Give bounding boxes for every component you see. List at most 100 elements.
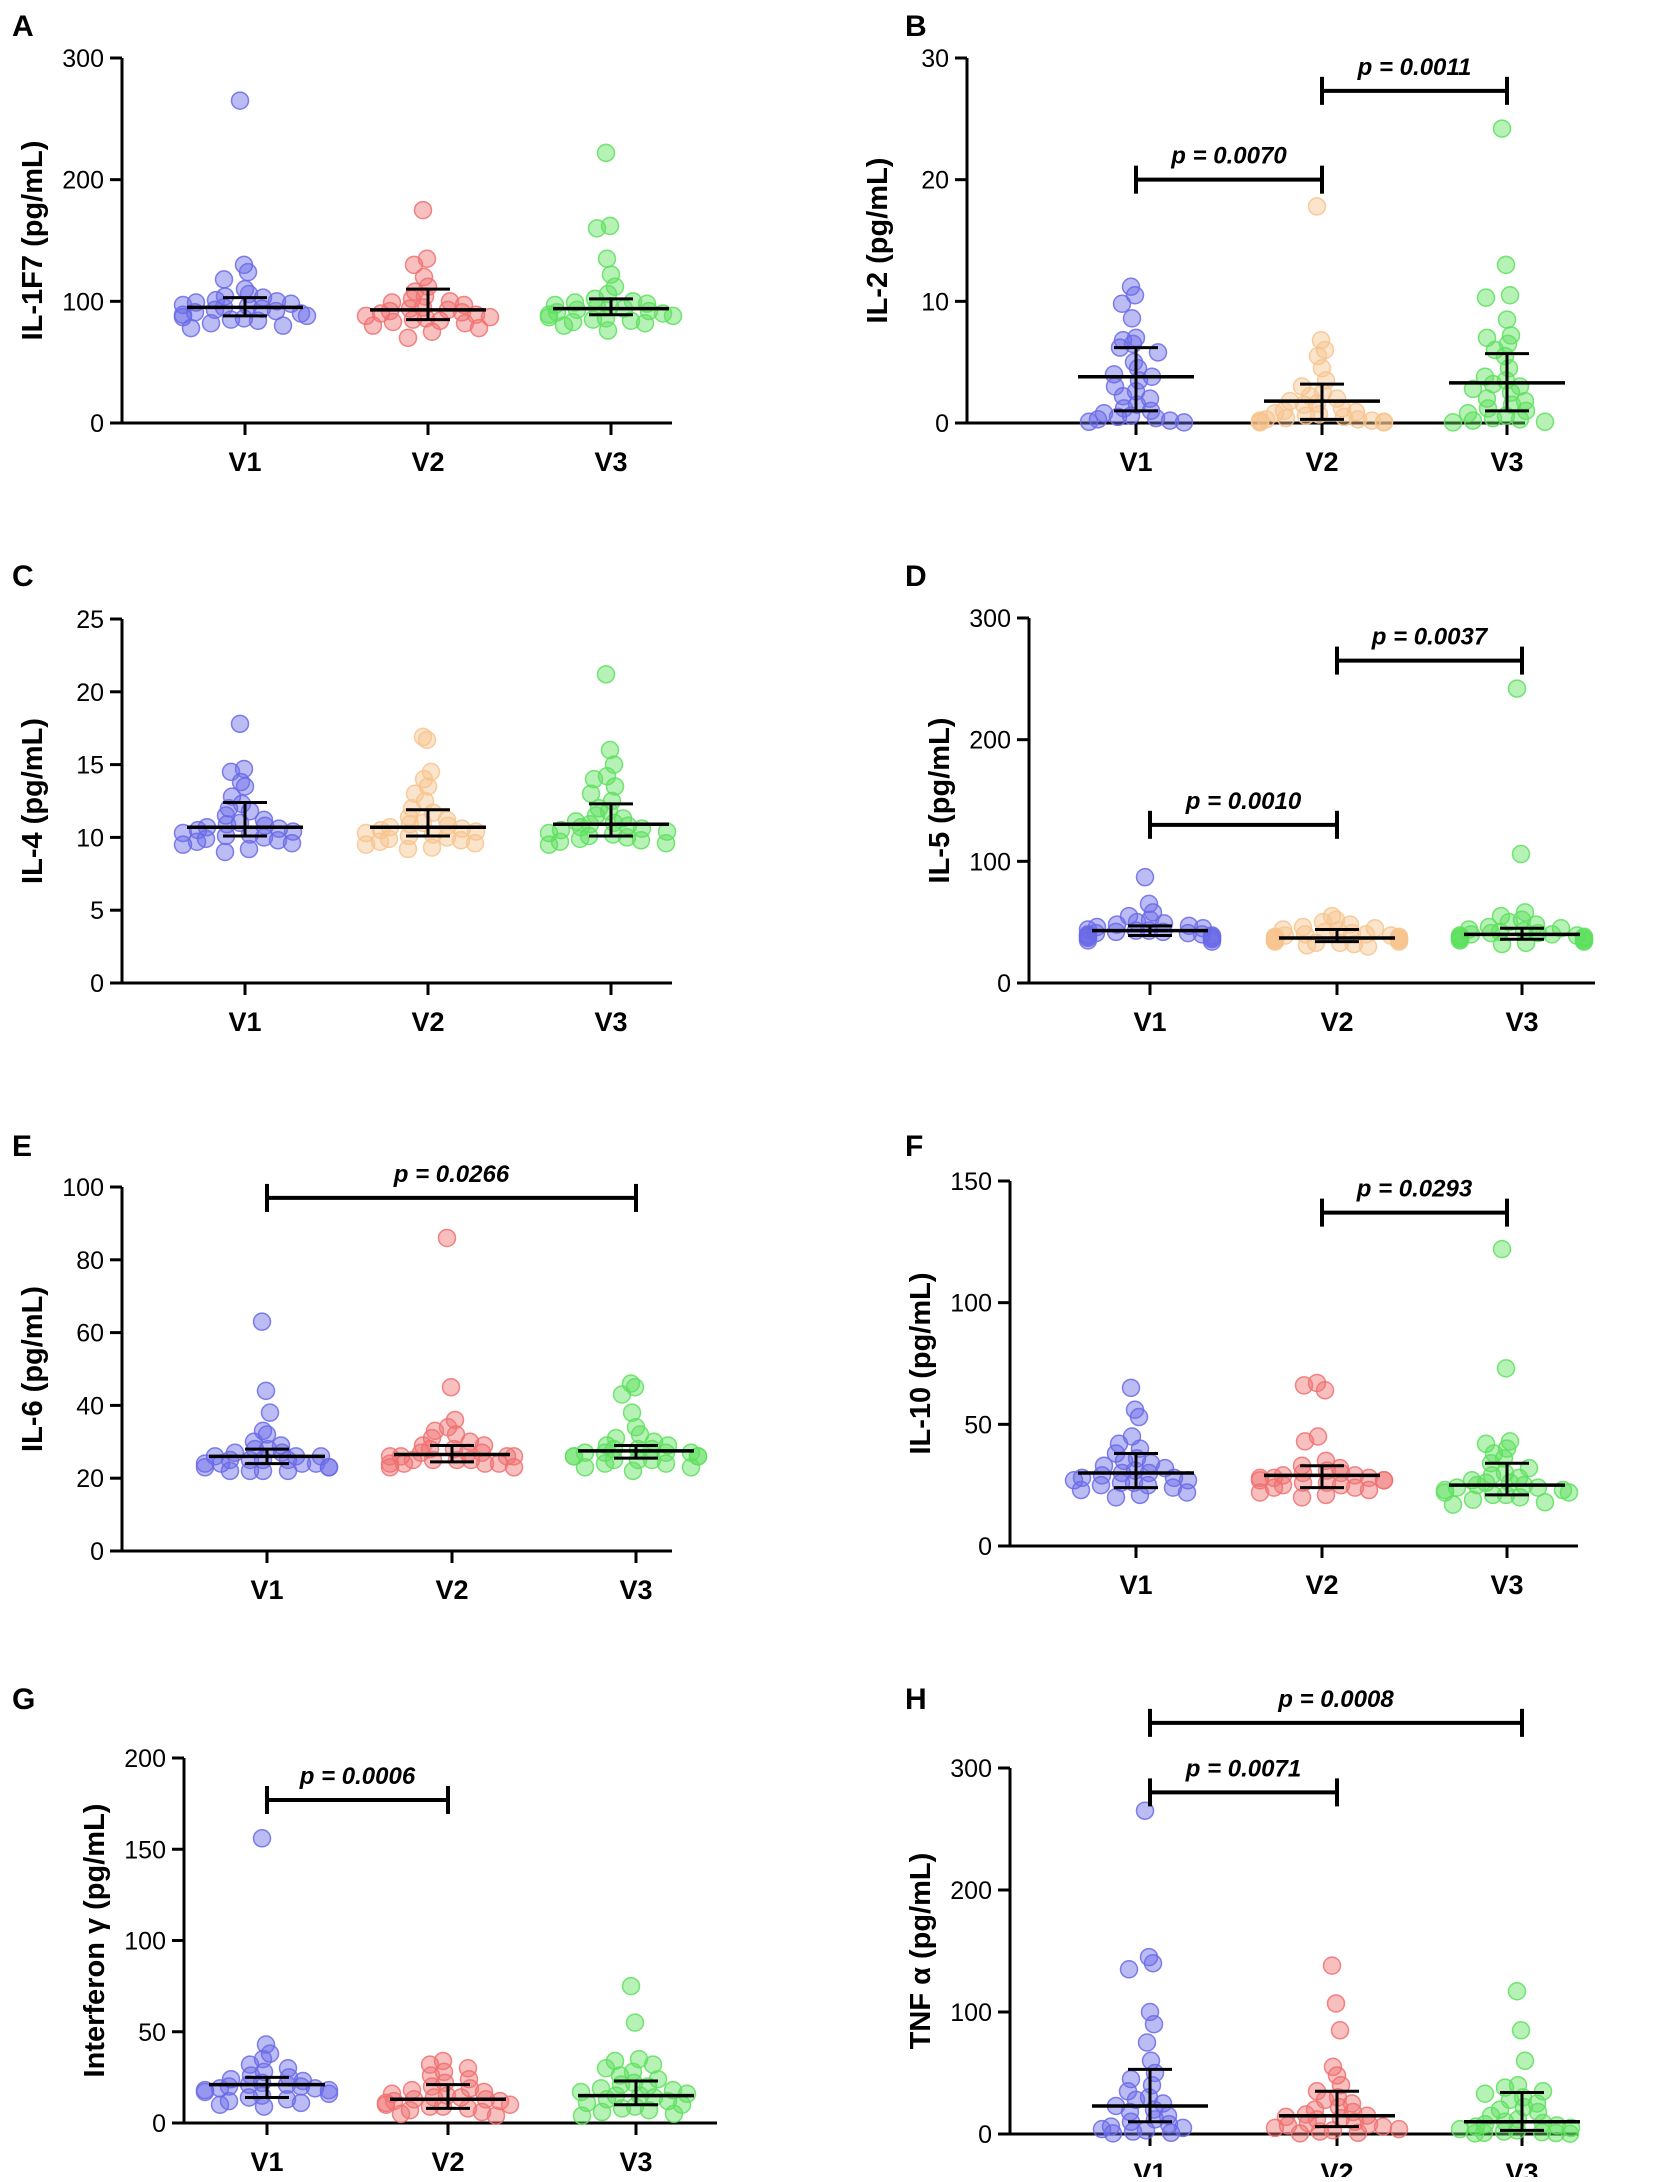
data-point <box>539 307 559 327</box>
y-axis-label: IL-10 (pg/mL) <box>905 1272 937 1454</box>
x-tick-label: V1 <box>1133 2158 1166 2177</box>
data-point <box>1293 917 1313 937</box>
data-point <box>1315 340 1335 360</box>
data-point <box>677 2084 697 2104</box>
data-point <box>1532 2122 1552 2142</box>
data-point <box>363 316 383 335</box>
panel-letter: F <box>905 1130 923 1163</box>
data-point <box>239 839 259 859</box>
data-point <box>612 1385 632 1404</box>
data-point <box>664 2104 684 2124</box>
data-point <box>398 839 418 859</box>
data-point <box>1315 1381 1335 1400</box>
y-tick-label: 5 <box>90 897 104 925</box>
data-point <box>398 328 418 348</box>
data-point <box>486 2106 506 2125</box>
panel-h: H 0 100 200 300 V1 V2 V3 TNF α (pg/mL) p = 0.0071… <box>905 1683 1581 2182</box>
data-point <box>539 835 559 854</box>
data-point <box>1071 1480 1091 1500</box>
data-point <box>656 833 676 853</box>
data-point <box>1092 1466 1112 1485</box>
data-point <box>1358 937 1378 956</box>
data-point <box>1143 1953 1163 1973</box>
x-tick-label: V1 <box>1133 1007 1166 1037</box>
y-tick-label: 100 <box>62 288 104 316</box>
data-point <box>1078 931 1098 950</box>
data-point <box>405 784 425 803</box>
data-point <box>1135 867 1155 887</box>
data-point <box>235 777 255 796</box>
data-point <box>1496 255 1516 275</box>
data-point <box>635 313 655 333</box>
data-point <box>1121 277 1141 296</box>
data-point <box>550 832 570 852</box>
data-point <box>252 1829 272 1848</box>
x-tick-label: V3 <box>619 2147 652 2177</box>
data-point <box>489 1454 509 1473</box>
data-point <box>1507 679 1527 698</box>
data-point <box>391 2104 411 2124</box>
data-point <box>622 1403 642 1422</box>
data-point <box>1560 2124 1580 2144</box>
data-point <box>221 310 241 329</box>
data-point <box>1511 2021 1531 2040</box>
data-point <box>1296 406 1316 425</box>
data-point <box>1465 2124 1485 2143</box>
data-point <box>187 832 207 852</box>
y-axis-label: IL-2 (pg/mL) <box>862 158 894 324</box>
y-tick-label: 50 <box>138 2019 166 2047</box>
x-tick-label: V1 <box>228 447 261 477</box>
y-tick-label: 150 <box>124 1836 166 1864</box>
y-tick-label: 0 <box>90 1538 104 1566</box>
data-point <box>1344 934 1364 954</box>
y-tick-label: 20 <box>76 1465 104 1493</box>
data-point <box>584 769 604 789</box>
p-value-label: p = 0.0071 <box>1185 1755 1301 1782</box>
x-tick-label: V3 <box>1490 447 1523 477</box>
data-point <box>1160 411 1180 430</box>
data-point <box>1463 1490 1483 1510</box>
data-point <box>605 777 625 796</box>
data-point <box>1122 309 1142 328</box>
data-point <box>1510 1488 1530 1507</box>
y-tick-label: 20 <box>921 167 949 195</box>
data-point <box>1294 1376 1314 1395</box>
y-tick-label: 30 <box>921 45 949 73</box>
data-point <box>581 784 601 803</box>
data-point <box>356 306 376 326</box>
data-point <box>319 1458 339 1477</box>
data-point <box>1174 413 1194 432</box>
data-point <box>215 842 235 862</box>
y-tick-label: 0 <box>978 1533 992 1561</box>
x-tick-label: V2 <box>1320 2158 1353 2177</box>
panel-b: B 0 10 20 30 V1 V2 V3 IL-2 (pg/mL) p = 0.0070 p = … <box>862 10 1565 477</box>
data-point <box>222 787 242 806</box>
data-point <box>441 1377 461 1397</box>
data-point <box>572 2106 592 2125</box>
data-point <box>592 2102 612 2122</box>
y-tick-label: 50 <box>964 1411 992 1439</box>
data-point <box>1064 1471 1084 1490</box>
data-point <box>282 833 302 853</box>
data-point <box>1250 413 1270 432</box>
data-point <box>254 2097 274 2116</box>
data-point <box>1528 1478 1548 1497</box>
panel-letter: G <box>12 1683 35 1716</box>
data-point <box>1345 1478 1365 1497</box>
data-point <box>1092 2119 1112 2139</box>
data-point <box>625 2013 645 2032</box>
data-point <box>256 2035 276 2054</box>
y-tick-label: 60 <box>76 1320 104 1348</box>
data-point <box>587 219 607 238</box>
data-point <box>1125 286 1145 305</box>
x-tick-label: V2 <box>1320 1007 1353 1037</box>
panel-e: E 0 20 40 60 80 100 V1 V2 V3 IL-6 (pg/mL) p = 0.026… <box>12 1130 708 1605</box>
data-point <box>421 762 441 782</box>
data-point <box>681 1458 701 1477</box>
y-axis-label: IL-5 (pg/mL) <box>924 718 956 884</box>
data-point <box>1511 844 1531 864</box>
data-point <box>1463 411 1483 430</box>
x-tick-label: V2 <box>435 1575 468 1605</box>
data-point <box>1079 412 1099 432</box>
